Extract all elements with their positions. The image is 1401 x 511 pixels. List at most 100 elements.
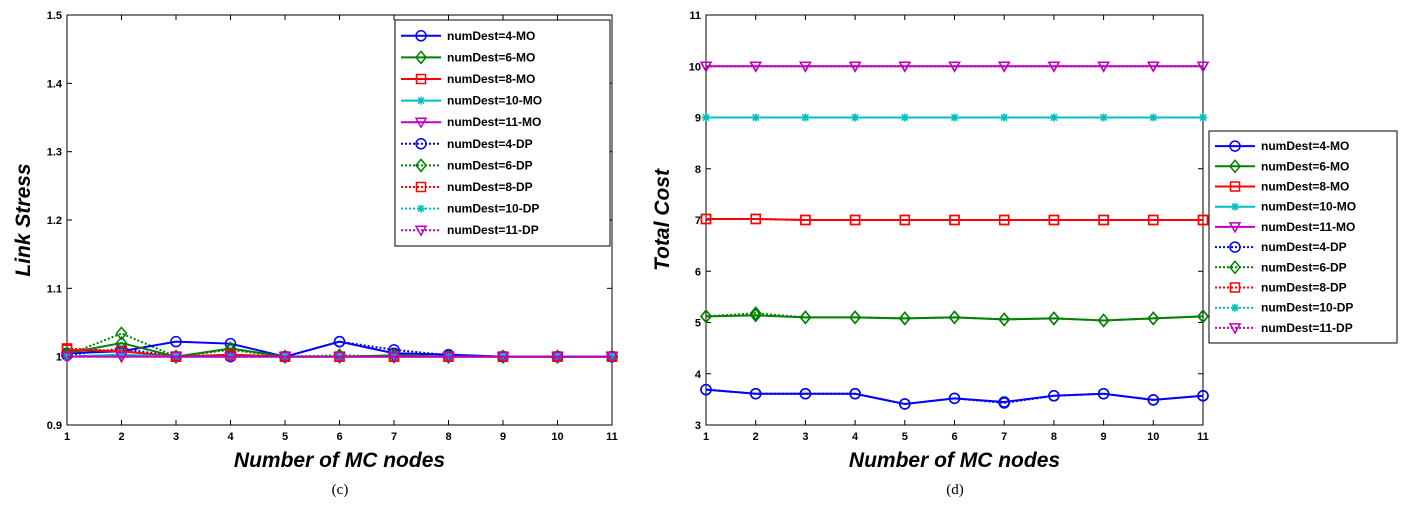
y-tick-label: 10 bbox=[689, 61, 701, 73]
x-tick-label: 9 bbox=[500, 431, 506, 443]
x-tick-label: 11 bbox=[1197, 431, 1209, 443]
data-point bbox=[1097, 387, 1110, 400]
data-point bbox=[1197, 309, 1209, 324]
data-point bbox=[333, 335, 346, 348]
y-axis-label: Link Stress bbox=[12, 163, 35, 276]
data-point bbox=[997, 61, 1011, 73]
y-axis-label: Total Cost bbox=[651, 168, 674, 271]
legend-label: numDest=10-DP bbox=[447, 202, 539, 216]
y-tick-label: 1.3 bbox=[47, 147, 62, 159]
data-point bbox=[948, 310, 961, 325]
data-point bbox=[799, 61, 812, 73]
y-tick-label: 4 bbox=[695, 369, 702, 381]
data-point bbox=[750, 213, 761, 225]
x-tick-label: 2 bbox=[753, 431, 759, 443]
legend-entry: numDest=11-DP bbox=[401, 223, 539, 237]
data-point bbox=[60, 351, 74, 364]
legend-label: numDest=4-DP bbox=[447, 137, 533, 151]
legend-label: numDest=10-MO bbox=[1261, 200, 1356, 214]
legend-entry: numDest=4-DP bbox=[401, 137, 533, 151]
legend-marker bbox=[1228, 222, 1242, 234]
legend-marker bbox=[1229, 140, 1241, 152]
data-point bbox=[948, 61, 961, 73]
y-tick-label: 1.4 bbox=[47, 78, 63, 90]
data-point bbox=[1097, 313, 1110, 328]
data-point bbox=[749, 387, 762, 400]
y-tick-label: 1 bbox=[56, 352, 62, 364]
x-tick-label: 6 bbox=[336, 431, 342, 443]
data-point bbox=[387, 351, 401, 364]
data-point bbox=[699, 61, 713, 73]
y-tick-label: 7 bbox=[695, 215, 701, 227]
legend-marker bbox=[1231, 303, 1239, 312]
data-point bbox=[749, 306, 762, 321]
series-line bbox=[706, 217, 1203, 221]
series-numDest=11-MO bbox=[699, 61, 1210, 73]
legend-marker bbox=[1229, 241, 1241, 253]
data-point bbox=[898, 311, 911, 326]
x-tick-label: 2 bbox=[118, 431, 124, 443]
data-point bbox=[1000, 113, 1009, 122]
data-point bbox=[1147, 311, 1160, 326]
data-point bbox=[700, 309, 712, 324]
y-tick-label: 1.5 bbox=[47, 10, 62, 22]
series-numDest=10-MO bbox=[702, 113, 1207, 122]
y-tick-label: 9 bbox=[695, 113, 701, 125]
legend-entry: numDest=4-MO bbox=[401, 29, 535, 43]
legend-entry: numDest=8-DP bbox=[1215, 281, 1347, 295]
legend-entry: numDest=6-DP bbox=[401, 158, 533, 173]
series-line bbox=[705, 388, 1204, 405]
legend-label: numDest=10-MO bbox=[447, 94, 542, 108]
y-tick-label: 1.1 bbox=[47, 283, 62, 295]
data-point bbox=[117, 350, 126, 359]
data-point bbox=[998, 312, 1011, 327]
legend-marker bbox=[415, 181, 427, 193]
legend-label: numDest=11-MO bbox=[1261, 220, 1355, 234]
y-tick-label: 6 bbox=[695, 266, 701, 278]
legend-entry: numDest=6-MO bbox=[1215, 159, 1349, 174]
data-point bbox=[898, 61, 912, 73]
legend-label: numDest=6-DP bbox=[1261, 260, 1347, 274]
x-tick-label: 7 bbox=[391, 431, 397, 443]
x-tick-label: 1 bbox=[64, 431, 70, 443]
legend-entry: numDest=10-DP bbox=[401, 202, 539, 216]
data-point bbox=[1098, 214, 1109, 226]
data-point bbox=[800, 214, 811, 226]
data-point bbox=[849, 387, 861, 400]
data-point bbox=[1097, 61, 1110, 73]
legend-label: numDest=8-MO bbox=[447, 72, 535, 86]
x-tick-label: 8 bbox=[445, 431, 451, 443]
x-axis-label: Number of MC nodes bbox=[234, 449, 445, 472]
data-point bbox=[1047, 311, 1060, 326]
data-point bbox=[948, 392, 961, 405]
data-point bbox=[801, 113, 810, 122]
data-point bbox=[849, 310, 862, 325]
legend-label: numDest=4-MO bbox=[1261, 139, 1349, 153]
legend-marker bbox=[1229, 260, 1241, 275]
x-tick-label: 3 bbox=[173, 431, 179, 443]
legend-marker bbox=[415, 50, 427, 65]
data-point bbox=[605, 351, 619, 364]
y-tick-label: 0.9 bbox=[47, 420, 62, 432]
legend-marker bbox=[415, 30, 427, 42]
data-point bbox=[1099, 113, 1108, 122]
legend-entry: numDest=8-DP bbox=[401, 180, 533, 194]
legend-marker bbox=[1229, 159, 1241, 174]
x-axis-label: Number of MC nodes bbox=[849, 449, 1060, 472]
data-point bbox=[1197, 390, 1209, 402]
legend-label: numDest=8-DP bbox=[1261, 281, 1347, 295]
data-point bbox=[551, 351, 564, 364]
y-tick-label: 5 bbox=[695, 318, 701, 330]
data-point bbox=[899, 214, 911, 226]
y-tick-label: 3 bbox=[695, 420, 701, 432]
legend-marker bbox=[417, 204, 425, 213]
data-point bbox=[1199, 113, 1207, 122]
data-point bbox=[950, 113, 959, 122]
legend-marker bbox=[414, 117, 428, 129]
data-point bbox=[899, 398, 911, 410]
data-point bbox=[115, 326, 128, 341]
data-point bbox=[1147, 61, 1160, 73]
data-point bbox=[1048, 390, 1060, 402]
